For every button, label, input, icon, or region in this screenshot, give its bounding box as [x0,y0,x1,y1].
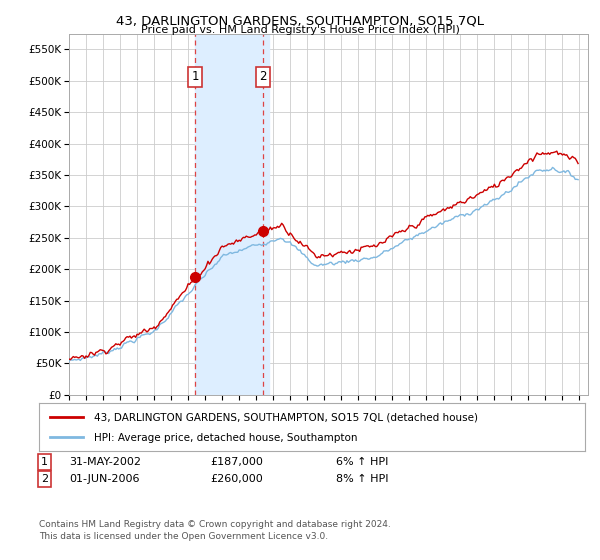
Text: 1: 1 [41,457,48,467]
Text: Price paid vs. HM Land Registry's House Price Index (HPI): Price paid vs. HM Land Registry's House … [140,25,460,35]
Text: £187,000: £187,000 [210,457,263,467]
Text: 8% ↑ HPI: 8% ↑ HPI [336,474,389,484]
Text: £260,000: £260,000 [210,474,263,484]
Text: 1: 1 [191,71,199,83]
Text: 43, DARLINGTON GARDENS, SOUTHAMPTON, SO15 7QL: 43, DARLINGTON GARDENS, SOUTHAMPTON, SO1… [116,15,484,27]
Text: Contains HM Land Registry data © Crown copyright and database right 2024.
This d: Contains HM Land Registry data © Crown c… [39,520,391,541]
Text: 43, DARLINGTON GARDENS, SOUTHAMPTON, SO15 7QL (detached house): 43, DARLINGTON GARDENS, SOUTHAMPTON, SO1… [94,413,478,422]
Text: HPI: Average price, detached house, Southampton: HPI: Average price, detached house, Sout… [94,433,357,444]
Text: 2: 2 [260,71,267,83]
Bar [195,34,269,395]
Text: 6% ↑ HPI: 6% ↑ HPI [336,457,388,467]
Text: 2: 2 [41,474,48,484]
Text: 01-JUN-2006: 01-JUN-2006 [69,474,139,484]
Text: 31-MAY-2002: 31-MAY-2002 [69,457,141,467]
